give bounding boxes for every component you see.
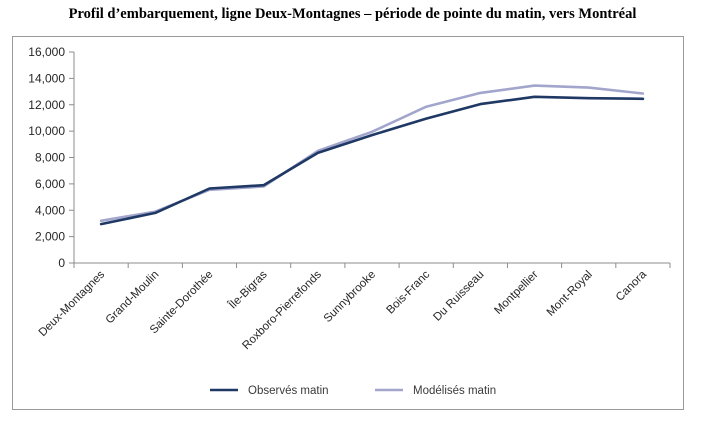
x-category-label: Deux-Montagnes <box>37 268 108 339</box>
chart-title: Profil d’embarquement, ligne Deux-Montag… <box>68 6 637 22</box>
chart-frame <box>12 36 684 410</box>
x-category-label: Île-Bigras <box>226 268 270 312</box>
x-category-label: Montpellier <box>492 269 540 317</box>
legend-item: Observés matin <box>210 385 329 397</box>
x-category-label: Du Ruisseau <box>431 269 486 324</box>
x-category-label: Grand-Moulin <box>104 269 162 327</box>
y-tick-label: 10,000 <box>28 124 65 138</box>
y-tick-label: 0 <box>58 256 65 270</box>
legend-item: Modélisés matin <box>375 385 496 397</box>
x-category-label: Canora <box>614 268 650 304</box>
x-category-label: Sunnybrooke <box>322 269 378 325</box>
x-category-label: Bois-Franc <box>384 268 432 316</box>
series-line-observes <box>99 95 645 226</box>
y-tick-label: 4,000 <box>35 203 65 217</box>
y-tick-label: 8,000 <box>35 151 65 165</box>
y-tick-label: 6,000 <box>35 177 65 191</box>
x-category-label: Mont-Royal <box>545 269 595 319</box>
y-tick-label: 14,000 <box>28 71 65 85</box>
legend-label: Observés matin <box>248 385 329 397</box>
legend-label: Modélisés matin <box>413 385 496 397</box>
y-tick-label: 2,000 <box>35 230 65 244</box>
y-tick-label: 16,000 <box>28 45 65 59</box>
y-tick-label: 12,000 <box>28 98 65 112</box>
